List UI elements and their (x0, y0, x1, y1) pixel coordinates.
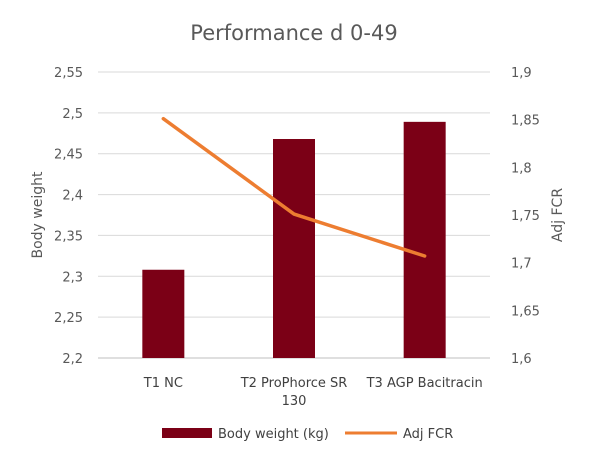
left-tick-label: 2,45 (54, 148, 83, 163)
chart-title: Performance d 0-49 (190, 21, 397, 45)
right-axis: 1,6 1,65 1,7 1,75 1,8 1,85 1,9 (511, 66, 540, 367)
left-tick-label: 2,5 (62, 107, 83, 122)
left-tick-label: 2,3 (62, 270, 83, 285)
left-tick-label: 2,25 (54, 311, 83, 326)
left-tick-label: 2,35 (54, 229, 83, 244)
right-tick-label: 1,7 (511, 257, 532, 272)
category-label: T1 NC (143, 376, 183, 391)
right-tick-label: 1,6 (511, 352, 532, 367)
left-axis-title: Body weight (30, 171, 46, 259)
left-axis: 2,2 2,25 2,3 2,35 2,4 2,45 2,5 2,55 (54, 66, 83, 367)
bar-series (142, 121, 446, 359)
left-tick-label: 2,2 (62, 352, 83, 367)
category-label: T3 AGP Bacitracin (366, 376, 483, 391)
bar (403, 121, 446, 359)
bar (273, 139, 315, 358)
legend: Body weight (kg) Adj FCR (162, 427, 453, 442)
right-tick-label: 1,85 (511, 114, 540, 129)
legend-swatch-body-weight (162, 428, 212, 438)
right-tick-label: 1,75 (511, 209, 540, 224)
line-series (161, 116, 427, 258)
category-label: T2 ProPhorce SR 130 (240, 376, 348, 409)
right-tick-label: 1,8 (511, 161, 532, 176)
bar (142, 269, 185, 358)
legend-label-body-weight: Body weight (kg) (218, 427, 329, 442)
right-axis-title: Adj FCR (550, 188, 566, 242)
category-axis: T1 NC T2 ProPhorce SR 130 T3 AGP Bacitracin (143, 376, 483, 409)
left-tick-label: 2,55 (54, 66, 83, 81)
right-tick-label: 1,9 (511, 66, 532, 81)
right-tick-label: 1,65 (511, 304, 540, 319)
legend-label-adj-fcr: Adj FCR (403, 427, 453, 442)
left-tick-label: 2,4 (62, 189, 83, 204)
